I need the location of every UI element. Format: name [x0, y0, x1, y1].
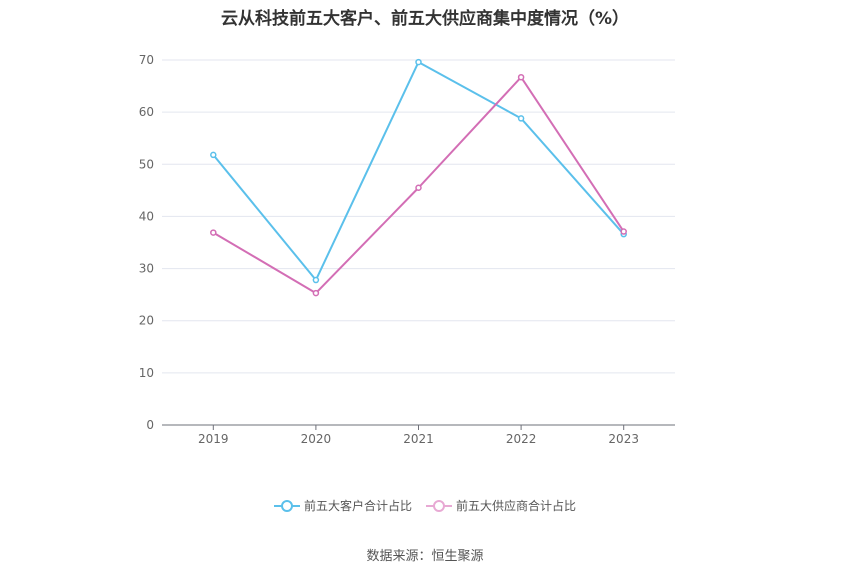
data-point[interactable]: [312, 276, 320, 284]
chart-title: 云从科技前五大客户、前五大供应商集中度情况（%）: [220, 9, 630, 29]
y-tick-label: 40: [139, 209, 154, 223]
y-tick-label: 70: [139, 53, 154, 67]
series-line: [212, 61, 625, 282]
y-tick-label: 30: [139, 262, 154, 276]
legend-item-customers[interactable]: 前五大客户合计占比: [273, 497, 412, 514]
x-tick-label: 2022: [506, 432, 537, 446]
legend-suppliers-label: 前五大供应商合计占比: [456, 499, 577, 513]
axes: 0 10 20 30 40 50 60 70 2019 2020 2021 2022 2023: [139, 53, 675, 446]
y-tick-label: 10: [139, 366, 154, 380]
data-point[interactable]: [415, 58, 422, 66]
data-point[interactable]: [517, 115, 525, 122]
data-point[interactable]: [517, 73, 525, 81]
y-tick-label: 0: [146, 418, 154, 432]
data-point[interactable]: [210, 229, 217, 236]
legend-customers-icon: [273, 499, 300, 512]
y-tick-label: 60: [139, 105, 154, 119]
data-source: 数据来源：恒生聚源: [366, 549, 484, 564]
series-group: [210, 58, 627, 297]
legend-suppliers-icon: [426, 499, 452, 512]
x-tick-label: 2023: [608, 432, 639, 446]
x-tick-label: 2019: [198, 432, 229, 446]
series-1: [210, 73, 627, 297]
legend: 前五大客户合计占比 前五大供应商合计占比: [0, 497, 850, 514]
x-tick-label: 2020: [301, 432, 332, 446]
legend-customers-label: 前五大客户合计占比: [303, 499, 412, 513]
grid-lines: [162, 59, 675, 374]
x-tick-label: 2021: [403, 432, 434, 446]
data-point[interactable]: [210, 151, 217, 159]
series-0: [210, 58, 627, 284]
data-point[interactable]: [312, 289, 320, 297]
data-point[interactable]: [415, 184, 422, 191]
y-tick-label: 50: [139, 157, 154, 171]
line-chart: 0 10 20 30 40 50 60 70 2019 2020 2021 2022 2023: [139, 53, 675, 446]
y-tick-label: 20: [139, 314, 154, 328]
legend-item-suppliers[interactable]: 前五大供应商合计占比: [426, 497, 576, 514]
data-point[interactable]: [620, 228, 627, 235]
